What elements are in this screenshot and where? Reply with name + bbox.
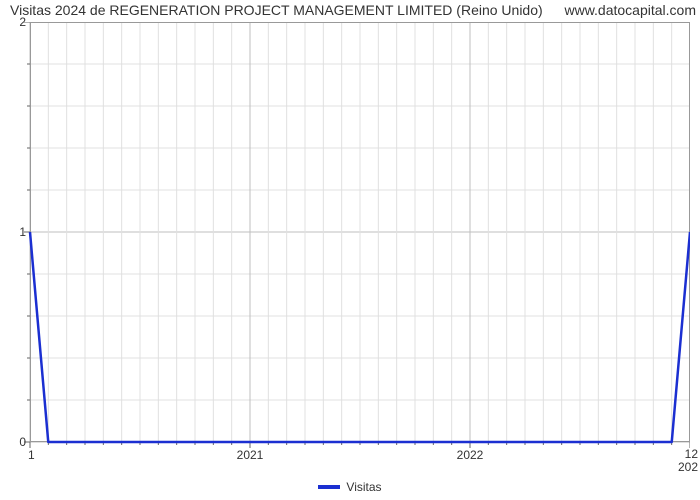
plot-area [30, 22, 690, 442]
legend-swatch [318, 485, 340, 489]
y-tick-0: 0 [19, 435, 26, 449]
x-end-right-line1: 12 [685, 447, 698, 461]
legend: Visitas [0, 479, 700, 494]
x-end-right: 12 202 [678, 448, 698, 474]
chart-svg [22, 22, 690, 450]
chart-container: Visitas 2024 de REGENERATION PROJECT MAN… [0, 0, 700, 500]
x-tick-2022: 2022 [457, 448, 484, 462]
x-end-left: 1 [28, 448, 35, 462]
x-end-right-line2: 202 [678, 460, 698, 474]
y-tick-2: 2 [19, 15, 26, 29]
y-tick-1: 1 [19, 225, 26, 239]
x-tick-2021: 2021 [237, 448, 264, 462]
legend-label: Visitas [346, 480, 381, 494]
chart-title: Visitas 2024 de REGENERATION PROJECT MAN… [10, 2, 543, 18]
watermark: www.datocapital.com [564, 2, 696, 18]
